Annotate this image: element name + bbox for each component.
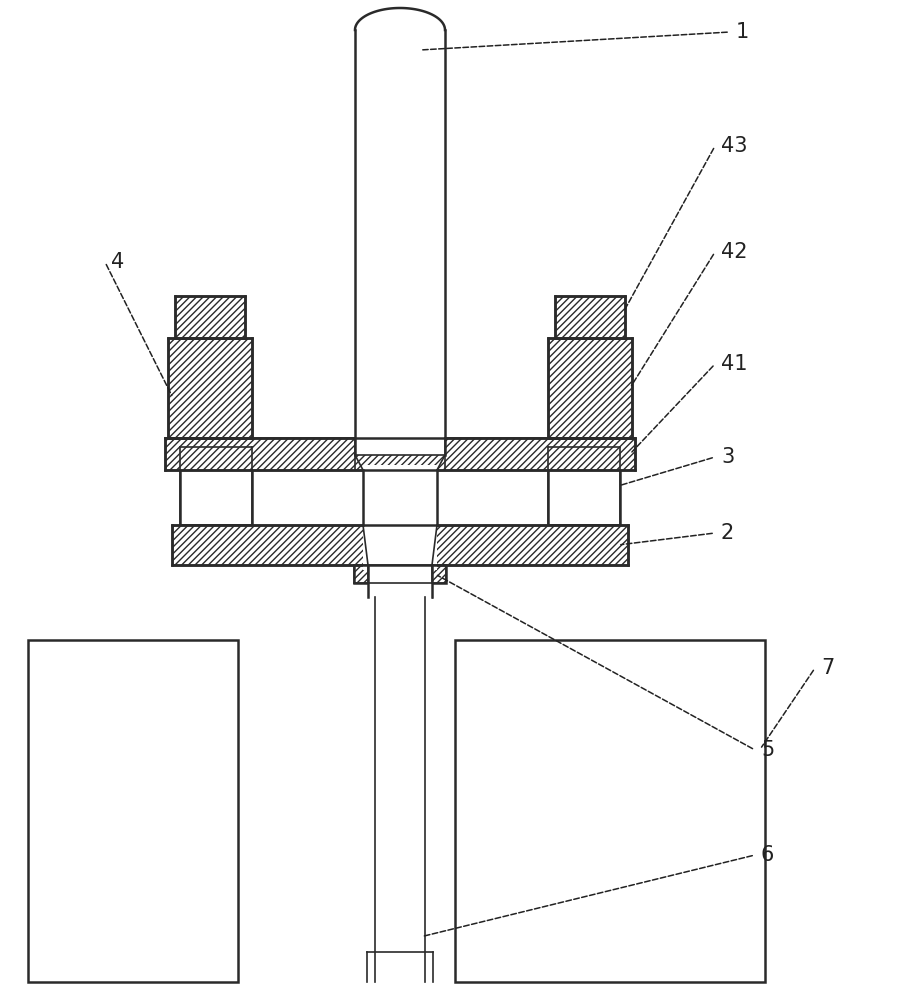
Text: 42: 42 bbox=[721, 242, 747, 262]
Text: 7: 7 bbox=[821, 658, 834, 678]
Text: 3: 3 bbox=[721, 447, 735, 467]
Bar bbox=[28, 640, 238, 982]
Text: 4: 4 bbox=[111, 252, 124, 272]
Bar bbox=[355, 30, 445, 455]
Bar bbox=[368, 515, 432, 607]
Bar bbox=[548, 338, 632, 438]
Bar bbox=[555, 296, 625, 338]
Text: 1: 1 bbox=[736, 22, 749, 42]
Bar bbox=[180, 447, 252, 525]
Bar bbox=[369, 583, 431, 597]
Bar bbox=[175, 296, 245, 338]
Text: 5: 5 bbox=[761, 740, 774, 760]
Text: 43: 43 bbox=[721, 136, 747, 156]
Text: 6: 6 bbox=[761, 845, 774, 865]
Text: 41: 41 bbox=[721, 354, 747, 374]
Bar bbox=[368, 583, 432, 597]
Bar bbox=[165, 438, 635, 470]
Bar bbox=[363, 465, 437, 570]
Bar bbox=[168, 338, 252, 438]
Text: 2: 2 bbox=[721, 523, 735, 543]
Bar bbox=[368, 565, 432, 583]
Bar bbox=[354, 565, 446, 583]
Bar bbox=[172, 525, 628, 565]
Bar bbox=[375, 595, 425, 982]
Bar bbox=[548, 447, 620, 525]
Bar bbox=[455, 640, 765, 982]
